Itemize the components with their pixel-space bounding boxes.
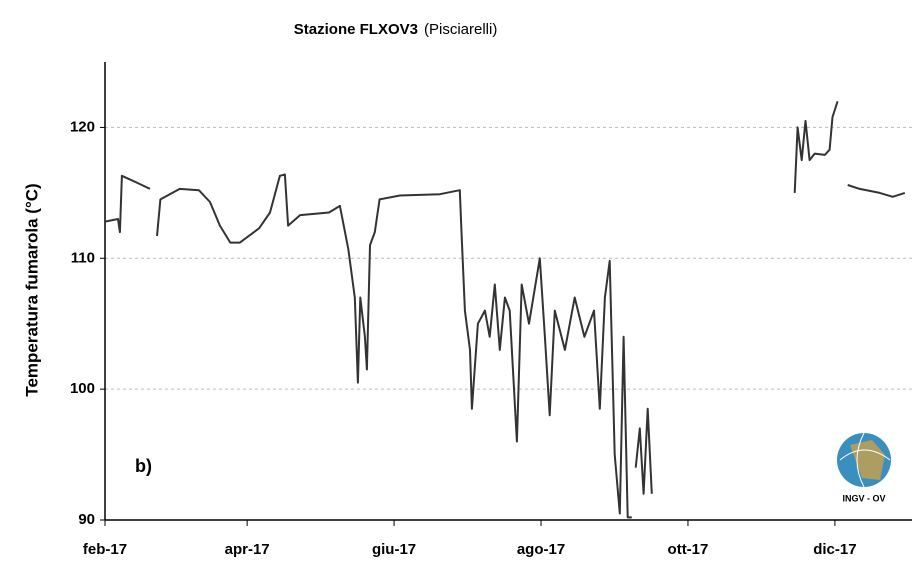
logo: INGV - OV (837, 432, 891, 503)
y-tick-label: 100 (70, 380, 95, 397)
x-tick-label: giu-17 (372, 541, 416, 558)
y-tick-label: 110 (71, 249, 95, 266)
x-tick-label: ott-17 (668, 541, 709, 558)
logo-text: INGV - OV (842, 493, 885, 503)
data-line (104, 100, 906, 519)
x-tick-label: ago-17 (517, 541, 565, 558)
logo-land (850, 440, 885, 480)
x-tick-label: dic-17 (813, 541, 856, 558)
y-tick-label: 90 (78, 511, 95, 528)
chart-subtitle: (Pisciarelli) (424, 21, 497, 38)
x-tick-label: feb-17 (83, 541, 127, 558)
y-axis-label: Temperatura fumarola (°C) (22, 183, 41, 396)
chart-title: Stazione FLXOV3 (294, 21, 418, 38)
y-tick-label: 120 (70, 118, 95, 135)
logo-meridian (839, 432, 891, 488)
annotation: b) (135, 456, 152, 476)
x-tick-label: apr-17 (225, 541, 270, 558)
